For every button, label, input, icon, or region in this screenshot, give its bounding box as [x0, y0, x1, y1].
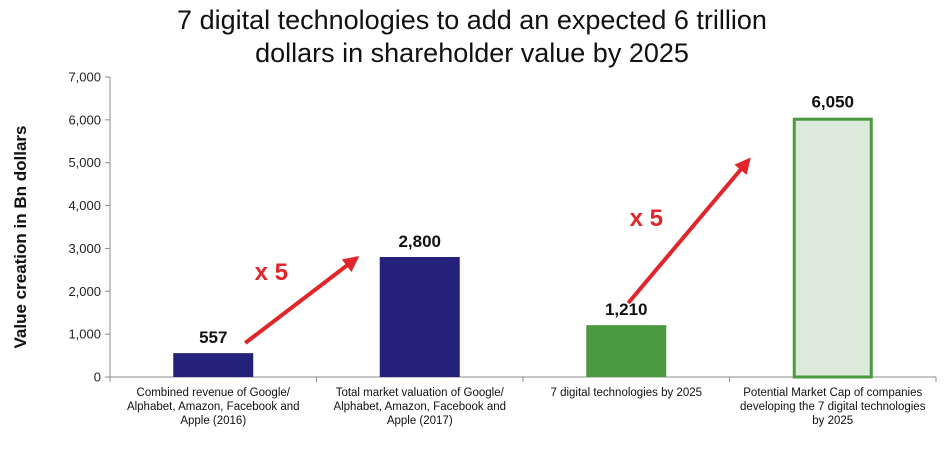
y-tick-label: 7,000	[68, 70, 101, 85]
x-category-label: Total market valuation of Google/Alphabe…	[320, 386, 520, 428]
x-category-label-line: by 2025	[812, 415, 854, 427]
x-category-label-line: Potential Market Cap of companies	[743, 387, 923, 399]
y-tick-label: 0	[94, 370, 101, 385]
bar	[792, 117, 873, 379]
x-category-label-line: Apple (2017)	[386, 415, 453, 427]
x-category-label-line: Alphabet, Amazon, Facebook and	[333, 401, 507, 413]
y-tick-label: 5,000	[68, 155, 101, 170]
growth-arrow	[626, 157, 751, 305]
growth-arrow	[244, 256, 360, 345]
x-category-label-line: developing the 7 digital technologies	[740, 401, 926, 413]
bar	[586, 325, 667, 377]
x-category-label: Potential Market Cap of companies develop…	[733, 386, 933, 428]
y-tick-label: 3,000	[68, 241, 101, 256]
data-label: 6,050	[811, 93, 854, 112]
data-label: 2,800	[398, 232, 441, 251]
x-category-label-line: Apple (2016)	[180, 415, 247, 427]
y-tick-label: 6,000	[68, 112, 101, 127]
data-label: 1,210	[605, 300, 648, 319]
y-axis-label: Value creation in Bn dollars	[11, 126, 30, 349]
x-category-label-line: Alphabet, Amazon, Facebook and	[126, 401, 300, 413]
y-tick-label: 4,000	[68, 198, 101, 213]
chart-title: 7 digital technologies to add an expecte…	[0, 4, 944, 70]
x-category-label: 7 digital technologies by 2025	[526, 386, 726, 400]
data-label: 557	[199, 328, 227, 347]
multiplier-label: x 5	[630, 205, 663, 232]
chart-title-line-1: 7 digital technologies to add an expecte…	[177, 5, 767, 35]
bar	[379, 257, 460, 377]
bar	[173, 353, 254, 377]
chart-title-line-2: dollars in shareholder value by 2025	[255, 38, 689, 68]
x-category-label-line: Total market valuation of Google/	[335, 387, 504, 399]
y-tick-label: 2,000	[68, 284, 101, 299]
x-category-label-line: Combined revenue of Google/	[136, 387, 290, 399]
x-category-label-line: 7 digital technologies by 2025	[550, 387, 703, 399]
multiplier-label: x 5	[255, 259, 288, 286]
x-category-label: Combined revenue of Google/Alphabet, Ama…	[113, 386, 313, 428]
y-tick-label: 1,000	[68, 327, 101, 342]
